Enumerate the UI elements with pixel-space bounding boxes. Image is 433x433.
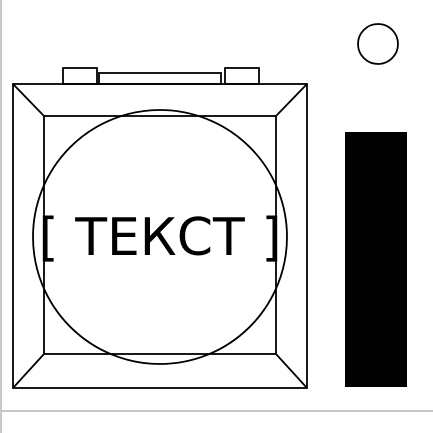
- button-circle: [32, 109, 288, 365]
- button-body: [12, 83, 308, 389]
- top-connector: [62, 67, 260, 85]
- button-outer-square: [12, 83, 308, 389]
- connector-tab-right: [224, 67, 260, 85]
- bevel-bottom-right: [275, 353, 308, 389]
- bevel-top-right: [275, 83, 308, 117]
- circle-indicator-icon: [357, 23, 399, 65]
- connector-tab-left: [62, 67, 98, 85]
- button-label: [ ТЕКСТ ]: [38, 208, 281, 268]
- vertical-black-bar: [345, 132, 407, 387]
- button-inner-square: [43, 115, 277, 355]
- bevel-bottom-left: [12, 353, 45, 389]
- connector-slot: [98, 72, 222, 85]
- bevel-top-left: [12, 83, 45, 117]
